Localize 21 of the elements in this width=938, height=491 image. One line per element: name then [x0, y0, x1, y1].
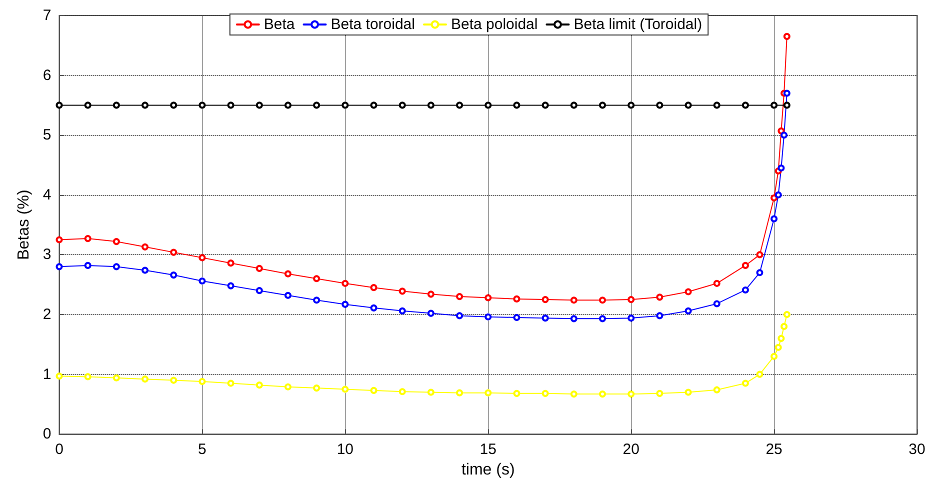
y-tick-label: 3 [42, 246, 52, 264]
y-tick-label: 1 [42, 366, 52, 383]
x-tick-label: 30 [908, 441, 926, 458]
y-tick-label: 0 [42, 426, 52, 443]
x-tick-label: 5 [198, 441, 206, 458]
x-axis-title: time (s) [461, 462, 515, 478]
x-tick-label: 10 [336, 441, 354, 458]
y-tick-label: 5 [42, 126, 52, 144]
legend-label: Beta [264, 16, 296, 33]
x-tick-label: 20 [622, 441, 640, 458]
y-axis-title: Betas (%) [16, 190, 32, 260]
x-tick-label: 0 [55, 441, 64, 458]
x-tick-label: 25 [766, 441, 782, 458]
x-tick-label: 15 [480, 441, 496, 458]
legend-label: Beta limit (Toroidal) [574, 16, 702, 33]
y-tick-label: 7 [42, 7, 52, 24]
legend-label: Beta poloidal [450, 16, 538, 33]
y-tick-label: 4 [42, 186, 52, 204]
y-tick-label: 2 [42, 306, 52, 323]
legend-label: Beta toroidal [330, 16, 415, 33]
y-tick-label: 6 [42, 66, 52, 84]
